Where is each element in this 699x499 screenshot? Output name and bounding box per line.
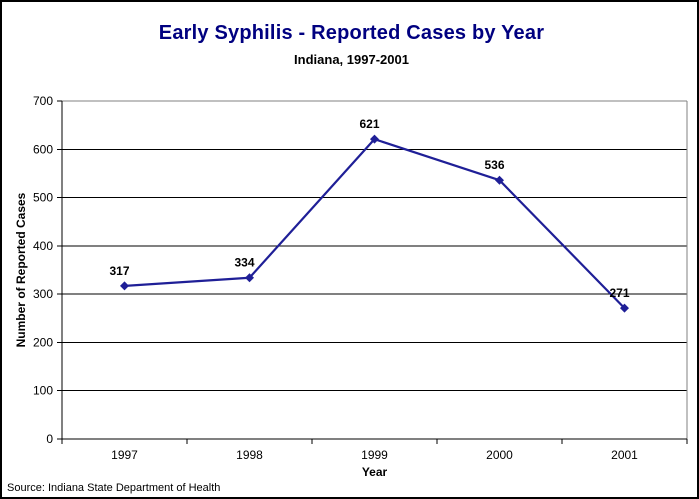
y-tick-label: 300 [33,287,53,301]
x-tick-label: 1997 [111,448,138,462]
data-point [245,273,254,283]
data-point [620,303,629,313]
data-label: 271 [609,286,629,300]
x-axis-title: Year [361,465,388,479]
x-tick-label: 1998 [236,448,263,462]
y-tick-label: 700 [33,94,53,108]
data-label: 621 [359,117,379,131]
y-tick-label: 500 [33,191,53,205]
chart-subtitle: Indiana, 1997-2001 [294,52,409,67]
data-label: 317 [109,264,129,278]
data-point [120,281,129,291]
data-point [495,175,504,185]
x-tick-label: 1999 [361,448,388,462]
data-label: 536 [484,158,504,172]
chart-title: Early Syphilis - Reported Cases by Year [158,22,545,44]
x-tick-label: 2000 [486,448,513,462]
y-tick-label: 200 [33,335,53,349]
data-point [370,134,379,144]
x-tick-label: 2001 [611,448,638,462]
y-tick-label: 400 [33,239,53,253]
y-tick-label: 600 [33,142,53,156]
y-tick-label: 0 [46,432,53,446]
data-label: 334 [234,256,254,270]
y-tick-label: 100 [33,384,53,398]
source-note: Source: Indiana State Department of Heal… [7,482,221,494]
data-line [124,138,626,309]
